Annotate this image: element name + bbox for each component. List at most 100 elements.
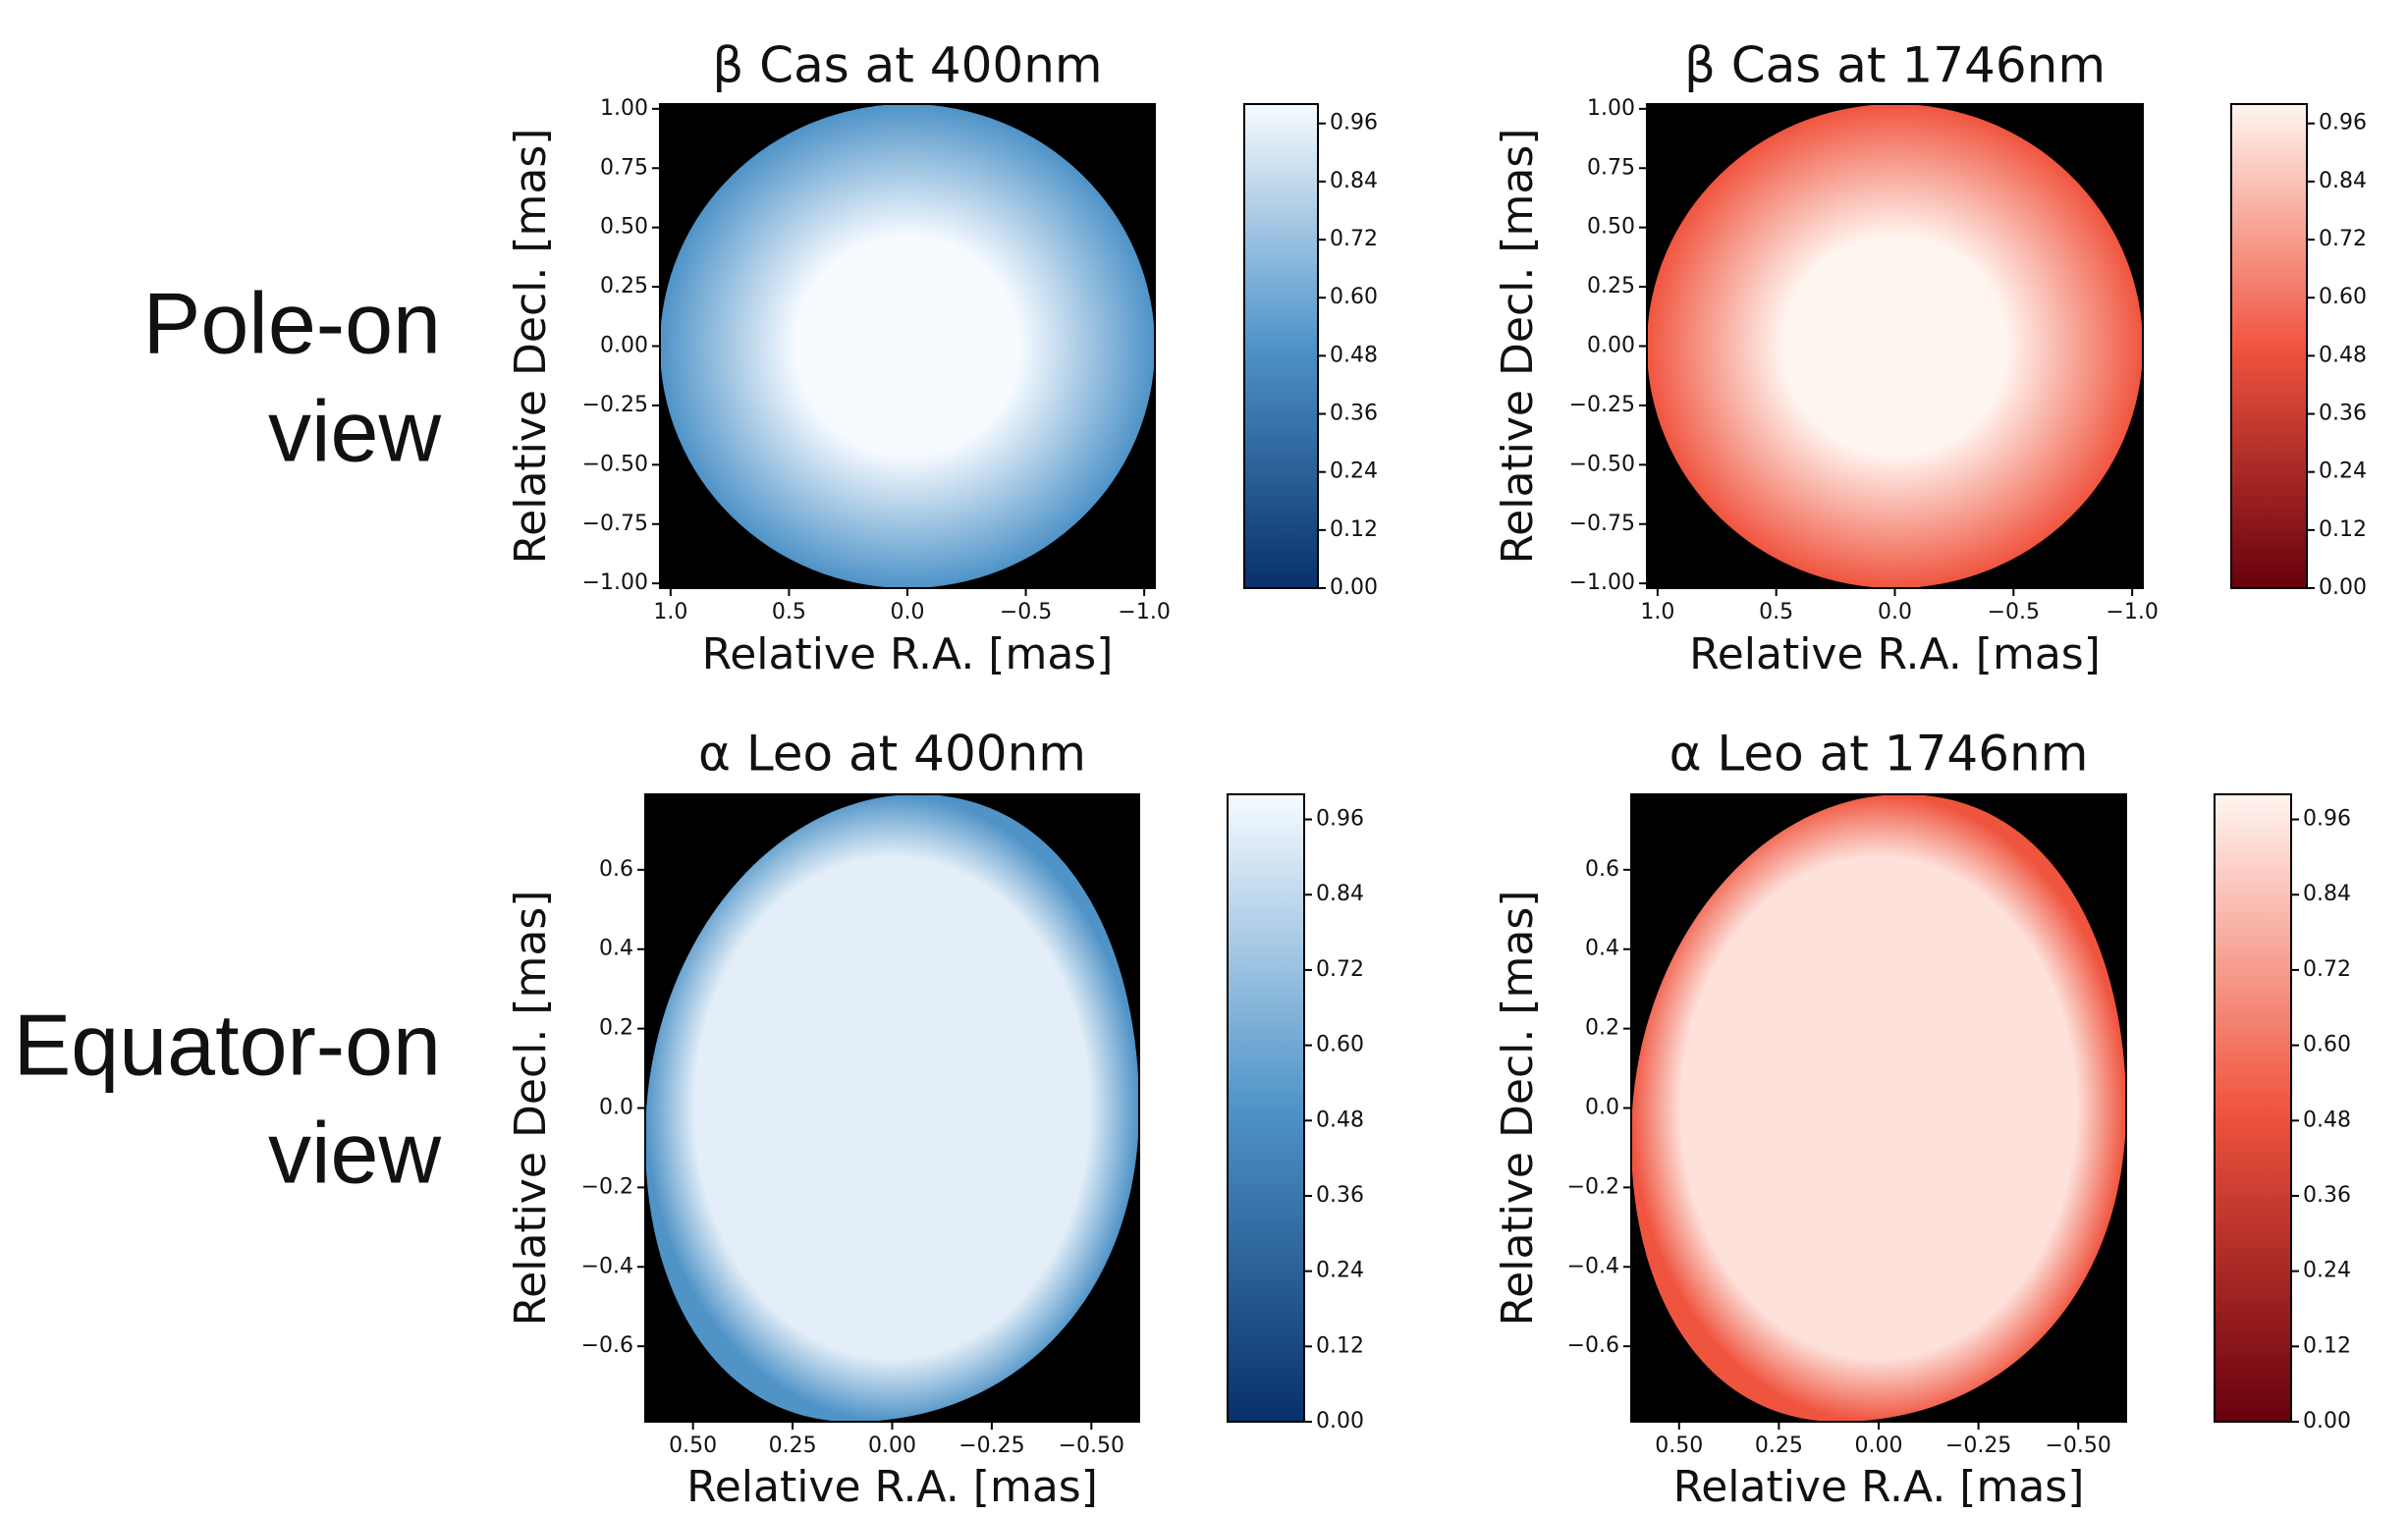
y-axis-label: Relative Decl. [mas] [506, 891, 556, 1326]
x-tick-label: 0.00 [1855, 1434, 1903, 1458]
y-tick-label: 1.00 [600, 96, 648, 121]
colorbar-tick-label: 0.84 [1330, 169, 1378, 193]
star-disk [660, 104, 1155, 588]
colorbar-tick-label: 0.12 [1316, 1333, 1364, 1358]
x-tick-label: −0.50 [2046, 1434, 2111, 1458]
x-tick-label: −0.50 [1059, 1434, 1124, 1458]
row-label: Pole-on [143, 274, 441, 371]
colorbar-tick-label: 0.36 [1330, 402, 1378, 426]
colorbar [2215, 794, 2291, 1422]
colorbar-tick-label: 0.36 [2319, 402, 2367, 426]
y-tick-label: 0.75 [1587, 155, 1635, 180]
colorbar-tick-label: 0.00 [1316, 1409, 1364, 1434]
y-tick-label: −0.2 [1567, 1174, 1619, 1199]
y-tick-label: 0.00 [1587, 334, 1635, 358]
y-tick-label: −0.4 [1567, 1254, 1619, 1278]
chart-title: α Leo at 1746nm [1669, 726, 2089, 783]
y-tick-label: 0.6 [599, 857, 633, 882]
colorbar [1228, 794, 1304, 1422]
y-tick-label: 0.2 [599, 1016, 633, 1041]
y-tick-label: −0.75 [582, 512, 648, 536]
x-axis-label: Relative R.A. [mas] [1689, 629, 2101, 679]
y-tick-label: −0.50 [1569, 452, 1635, 476]
colorbar-tick-label: 0.48 [1330, 343, 1378, 367]
colorbar-tick-label: 0.24 [2319, 460, 2367, 484]
y-tick-label: 0.50 [1587, 215, 1635, 240]
colorbar-tick-label: 0.48 [1316, 1108, 1364, 1132]
colorbar-tick-label: 0.60 [2319, 285, 2367, 309]
y-tick-label: −0.4 [581, 1254, 633, 1278]
colorbar-tick-label: 0.72 [1330, 227, 1378, 251]
y-axis-label: Relative Decl. [mas] [1493, 891, 1543, 1326]
x-tick-label: 1.0 [1640, 600, 1674, 624]
star-disk [1647, 104, 2143, 588]
y-tick-label: 0.6 [1585, 857, 1619, 882]
colorbar-tick-label: 0.96 [2319, 111, 2367, 135]
colorbar-tick-label: 0.72 [1316, 957, 1364, 982]
y-tick-label: −1.00 [1569, 570, 1635, 595]
y-tick-label: −0.50 [582, 452, 648, 476]
y-tick-label: −0.75 [1569, 512, 1635, 536]
colorbar-tick-label: 0.24 [2303, 1259, 2351, 1283]
x-axis-label: Relative R.A. [mas] [1673, 1462, 2085, 1512]
colorbar-tick-label: 0.48 [2319, 343, 2367, 367]
colorbar-tick-label: 0.00 [2303, 1409, 2351, 1434]
y-tick-label: 1.00 [1587, 96, 1635, 121]
colorbar-tick-label: 0.60 [1316, 1033, 1364, 1057]
y-tick-label: −0.25 [582, 393, 648, 417]
x-tick-label: 0.0 [1878, 600, 1912, 624]
row-label: view [268, 382, 441, 479]
colorbar-tick-label: 0.60 [1330, 285, 1378, 309]
colorbar-tick-label: 0.36 [1316, 1183, 1364, 1208]
y-tick-label: −0.25 [1569, 393, 1635, 417]
x-tick-label: −0.25 [1945, 1434, 2011, 1458]
colorbar-tick-label: 0.24 [1316, 1259, 1364, 1283]
colorbar [2231, 104, 2307, 588]
y-tick-label: 0.25 [1587, 274, 1635, 298]
y-axis-label: Relative Decl. [mas] [506, 129, 556, 565]
colorbar-tick-label: 0.84 [2319, 169, 2367, 193]
y-tick-label: 0.0 [599, 1096, 633, 1120]
colorbar-tick-label: 0.84 [2303, 882, 2351, 906]
x-tick-label: −1.0 [2106, 600, 2158, 624]
row-label: view [268, 1104, 441, 1201]
x-tick-label: 0.00 [868, 1434, 916, 1458]
y-tick-label: 0.4 [1585, 937, 1619, 961]
colorbar-tick-label: 0.00 [2319, 575, 2367, 600]
x-tick-label: 0.5 [1759, 600, 1793, 624]
x-tick-label: −0.5 [1988, 600, 2040, 624]
x-tick-label: −1.0 [1118, 600, 1170, 624]
x-tick-label: 0.25 [1755, 1434, 1803, 1458]
x-axis-label: Relative R.A. [mas] [702, 629, 1114, 679]
colorbar-tick-label: 0.60 [2303, 1033, 2351, 1057]
y-tick-label: −0.6 [1567, 1333, 1619, 1358]
colorbar-tick-label: 0.72 [2303, 957, 2351, 982]
figure: Pole-on view Equator-on view 1.00.50.0−0… [0, 0, 2408, 1515]
x-tick-label: −0.25 [958, 1434, 1024, 1458]
x-axis-label: Relative R.A. [mas] [686, 1462, 1098, 1512]
colorbar-tick-label: 0.84 [1316, 882, 1364, 906]
colorbar-tick-label: 0.96 [2303, 807, 2351, 832]
colorbar-tick-label: 0.12 [1330, 517, 1378, 542]
y-tick-label: 0.2 [1585, 1016, 1619, 1041]
colorbar-tick-label: 0.72 [2319, 227, 2367, 251]
colorbar-tick-label: 0.00 [1330, 575, 1378, 600]
x-tick-label: 0.50 [669, 1434, 717, 1458]
x-tick-label: 0.50 [1655, 1434, 1703, 1458]
colorbar [1244, 104, 1318, 588]
y-tick-label: −1.00 [582, 570, 648, 595]
colorbar-tick-label: 0.12 [2319, 517, 2367, 542]
y-tick-label: −0.2 [581, 1174, 633, 1199]
colorbar-tick-label: 0.12 [2303, 1333, 2351, 1358]
y-tick-label: 0.0 [1585, 1096, 1619, 1120]
colorbar-tick-label: 0.96 [1316, 807, 1364, 832]
y-axis-label: Relative Decl. [mas] [1493, 129, 1543, 565]
colorbar-tick-label: 0.36 [2303, 1183, 2351, 1208]
x-tick-label: 1.0 [653, 600, 687, 624]
x-tick-label: −0.5 [1000, 600, 1052, 624]
y-tick-label: 0.4 [599, 937, 633, 961]
x-tick-label: 0.25 [769, 1434, 817, 1458]
x-tick-label: 0.5 [772, 600, 806, 624]
y-tick-label: −0.6 [581, 1333, 633, 1358]
x-tick-label: 0.0 [891, 600, 925, 624]
